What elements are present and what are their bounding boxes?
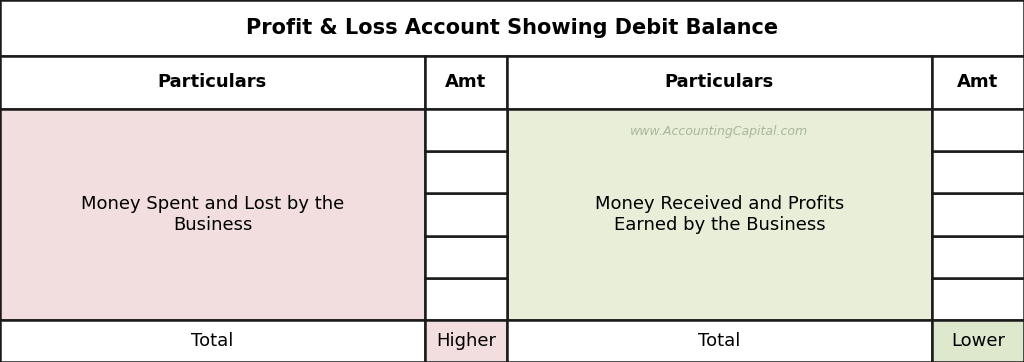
Bar (932, 236, 1024, 278)
Bar (425, 151, 507, 193)
Bar (507, 109, 932, 320)
Bar (425, 278, 507, 320)
Bar (932, 193, 1024, 236)
Bar (507, 320, 932, 362)
Text: Higher: Higher (436, 332, 496, 350)
Bar (507, 56, 932, 109)
Text: Particulars: Particulars (158, 73, 267, 91)
Text: Total: Total (698, 332, 740, 350)
Text: Money Spent and Lost by the
Business: Money Spent and Lost by the Business (81, 195, 344, 234)
Text: Amt: Amt (957, 73, 998, 91)
Text: Amt: Amt (445, 73, 486, 91)
Text: www.AccountingCapital.com: www.AccountingCapital.com (631, 125, 808, 138)
Text: Money Received and Profits
Earned by the Business: Money Received and Profits Earned by the… (595, 195, 844, 234)
Bar (425, 56, 507, 109)
Text: Profit & Loss Account Showing Debit Balance: Profit & Loss Account Showing Debit Bala… (246, 18, 778, 38)
Text: Total: Total (191, 332, 233, 350)
Bar (425, 193, 507, 236)
Bar (0, 109, 425, 320)
Bar (932, 278, 1024, 320)
Bar (932, 109, 1024, 151)
Bar (0, 56, 425, 109)
Text: Particulars: Particulars (665, 73, 774, 91)
Bar (425, 109, 507, 151)
Bar (0, 0, 1024, 56)
Bar (932, 151, 1024, 193)
Bar (0, 320, 425, 362)
Text: Lower: Lower (951, 332, 1005, 350)
Bar (932, 56, 1024, 109)
Bar (932, 320, 1024, 362)
Bar (425, 236, 507, 278)
Bar (425, 320, 507, 362)
